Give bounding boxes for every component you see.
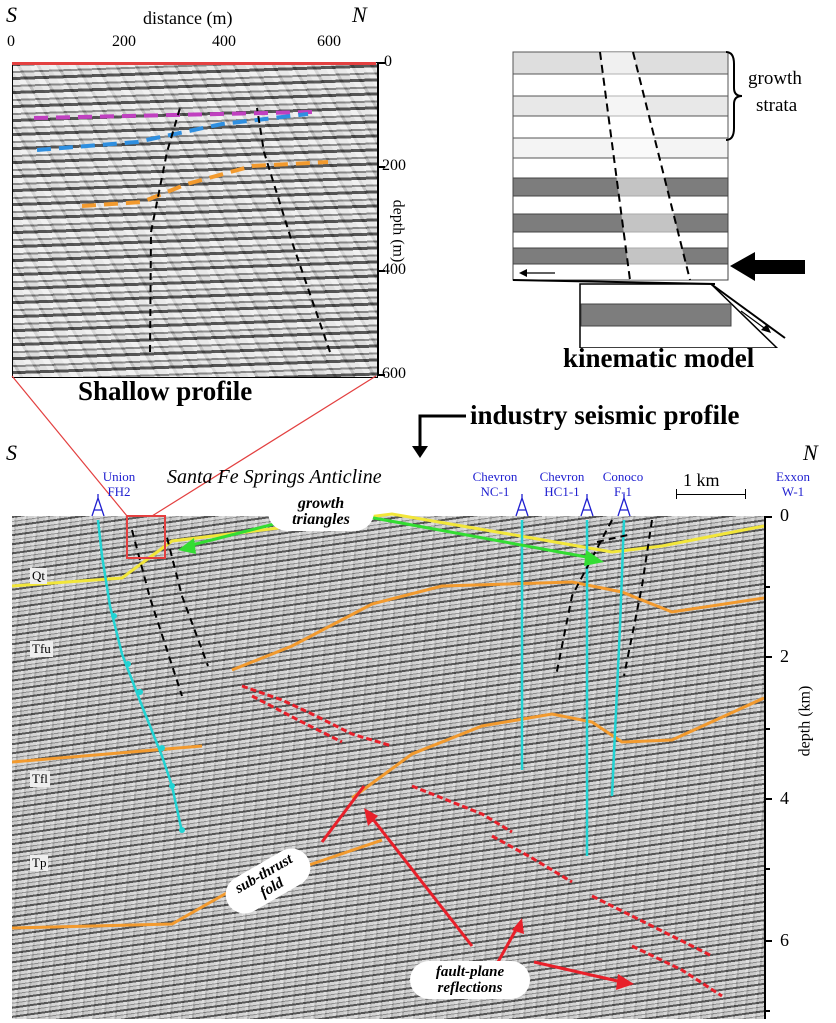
- industry-depth-axis-title: depth (km): [796, 685, 814, 757]
- shallow-depth-axis: [377, 62, 379, 376]
- shallow-south-label: S: [6, 2, 17, 27]
- industry-north-label: N: [803, 440, 818, 465]
- well-conoco-path: [610, 519, 626, 797]
- shallow-x-tick: 0: [7, 33, 15, 50]
- industry-depth-axis: [764, 516, 766, 1019]
- shallow-x-tick: 600: [317, 33, 341, 50]
- growth-label: growth: [748, 68, 802, 89]
- shallow-north-label: N: [352, 2, 367, 27]
- fault-plane-annotation: fault-plane reflections: [410, 961, 530, 999]
- depth-km-tick-mark: [764, 728, 770, 730]
- shallow-x-tick: 400: [212, 33, 236, 50]
- depth-km-tick-mark: [764, 586, 770, 588]
- well-union-path: [96, 519, 184, 833]
- depth-km-tick-mark: [764, 798, 772, 800]
- well-label-conoco: Conoco F-1: [602, 469, 644, 499]
- unit-label-tfl: Tfl: [30, 771, 50, 787]
- growth-brace: [725, 51, 743, 141]
- shallow-overlays: [33, 107, 331, 353]
- industry-profile-title: industry seismic profile: [470, 400, 740, 430]
- depth-km-tick: 0: [780, 505, 789, 525]
- horizon-tfu-top: [231, 580, 764, 672]
- kinematic-diagram: [512, 51, 805, 348]
- shallow-x-tick: 200: [112, 33, 136, 50]
- depth-km-tick: 2: [780, 646, 789, 666]
- industry-overlays: [12, 494, 764, 998]
- title-pointer-arrow: [412, 414, 466, 458]
- shallow-profile-caption: Shallow profile: [78, 376, 253, 406]
- fault-dash-right: [256, 107, 331, 353]
- depth-km-tick: 4: [780, 788, 789, 808]
- shallow-x-axis-title: distance (m): [143, 8, 233, 28]
- growth-triangles-annotation: growth triangles: [268, 493, 374, 531]
- well-label-union: Union FH2: [102, 469, 136, 499]
- blue-horizon-dash: [36, 112, 309, 152]
- horizon-tfl-top: [351, 696, 764, 800]
- fault-dash-left: [149, 107, 181, 353]
- horizon-tp-top: [12, 838, 383, 930]
- shallow-y-tick: 200: [382, 157, 406, 174]
- depth-km-tick-mark: [764, 1010, 770, 1012]
- unit-label-tfu: Tfu: [30, 641, 53, 657]
- industry-south-label: S: [6, 440, 17, 465]
- scale-bar: [676, 494, 746, 495]
- well-label-chevron-hc1: Chevron HC1-1: [539, 469, 585, 499]
- shallow-top-red-line: [12, 62, 376, 65]
- horizon-qt-base: [12, 512, 764, 588]
- well-label-exxon: Exxon W-1: [776, 469, 810, 499]
- depth-km-tick-mark: [764, 868, 770, 870]
- unit-label-tp: Tp: [30, 855, 49, 871]
- pink-horizon-dash: [33, 110, 313, 120]
- shallow-y-tick: 600: [382, 365, 406, 382]
- depth-tick-mark: [377, 270, 385, 272]
- depth-km-tick-mark: [764, 656, 772, 658]
- unit-label-qt: Qt: [30, 568, 47, 584]
- depth-tick-mark: [377, 62, 385, 64]
- depth-tick-mark: [377, 374, 385, 376]
- orange-horizon-dash: [81, 160, 329, 208]
- horizon-tfu-left: [12, 744, 203, 764]
- depth-tick-mark: [377, 166, 385, 168]
- shallow-y-tick: 0: [384, 53, 392, 70]
- scale-bar-end: [676, 489, 677, 499]
- strata-label: strata: [756, 95, 798, 116]
- depth-km-tick-mark: [764, 940, 772, 942]
- scale-bar-label: 1 km: [683, 470, 720, 490]
- well-label-chevron-nc1: Chevron NC-1: [472, 469, 518, 499]
- kinematic-model-caption: kinematic model: [563, 343, 755, 373]
- anticline-label: Santa Fe Springs Anticline: [167, 466, 382, 488]
- depth-km-tick-mark: [764, 516, 772, 518]
- depth-km-tick: 6: [780, 930, 789, 950]
- shallow-y-tick: 400: [382, 261, 406, 278]
- scale-bar-end: [745, 489, 746, 499]
- inset-location-box: [126, 515, 166, 559]
